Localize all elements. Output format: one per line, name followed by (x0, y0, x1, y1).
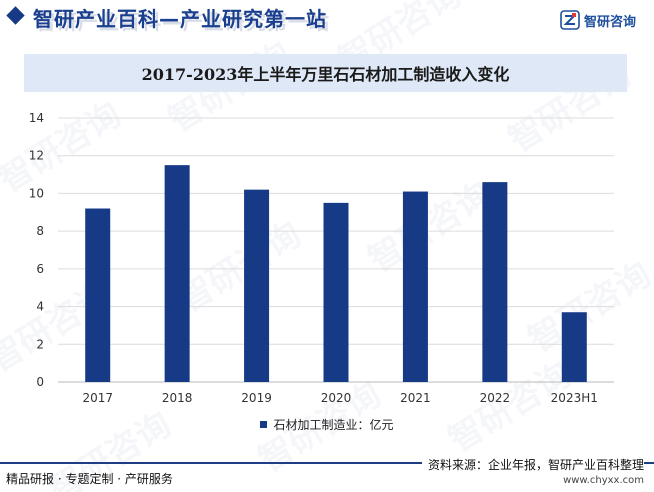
x-tick-label: 2022 (480, 391, 511, 405)
chart-legend: 石材加工制造业：亿元 (0, 416, 654, 433)
footer-services: 精品研报 · 专题定制 · 产研服务 (6, 472, 173, 486)
brand-name: 智研咨询 (583, 14, 636, 30)
bar-chart: 0 2 4 6 8 10 12 14 2017 2018 2019 2020 2021 2022 2023H… (29, 111, 614, 405)
y-tick-label: 2 (36, 337, 44, 351)
top-banner: 智研产业百科—产业研究第一站 智研产业百科—产业研究第一站 智研咨询 (0, 0, 654, 38)
y-tick-label: 12 (29, 149, 44, 163)
diamond-icon (6, 6, 25, 25)
y-tick-label: 14 (29, 111, 44, 125)
bar (85, 208, 111, 382)
y-tick-label: 0 (36, 375, 44, 389)
x-tick-label: 2020 (321, 391, 352, 405)
x-tick-label: 2023H1 (551, 391, 598, 405)
y-tick-label: 4 (36, 300, 44, 314)
bar (482, 182, 508, 382)
banner-title-shadow: 智研产业百科—产业研究第一站 (36, 10, 330, 34)
footer-divider (0, 462, 654, 464)
y-tick-label: 8 (36, 224, 44, 238)
brand-logo[interactable]: 智研咨询 (560, 9, 636, 31)
bar (323, 202, 349, 382)
bar (561, 312, 587, 382)
x-tick-label: 2019 (241, 391, 272, 405)
chart-title: 2017-2023年上半年万里石石材加工制造收入变化 (141, 65, 510, 84)
x-tick-label: 2018 (162, 391, 193, 405)
bar (164, 165, 190, 382)
legend-label: 石材加工制造业：亿元 (273, 418, 394, 432)
bar (402, 191, 428, 382)
y-tick-label: 6 (36, 262, 44, 276)
x-tick-label: 2017 (82, 391, 113, 405)
y-tick-label: 10 (29, 186, 44, 200)
x-tick-label: 2021 (400, 391, 431, 405)
footer-source: 资料来源：企业年报，智研产业百科整理 (421, 456, 644, 473)
footer-url[interactable]: www.chyxx.com (563, 475, 644, 486)
chart-title-box: 2017-2023年上半年万里石石材加工制造收入变化 (24, 54, 627, 92)
brand-logo-icon (560, 10, 580, 30)
bar (244, 189, 270, 382)
banner-title: 智研产业百科—产业研究第一站 (33, 7, 327, 31)
legend-swatch (260, 421, 268, 428)
